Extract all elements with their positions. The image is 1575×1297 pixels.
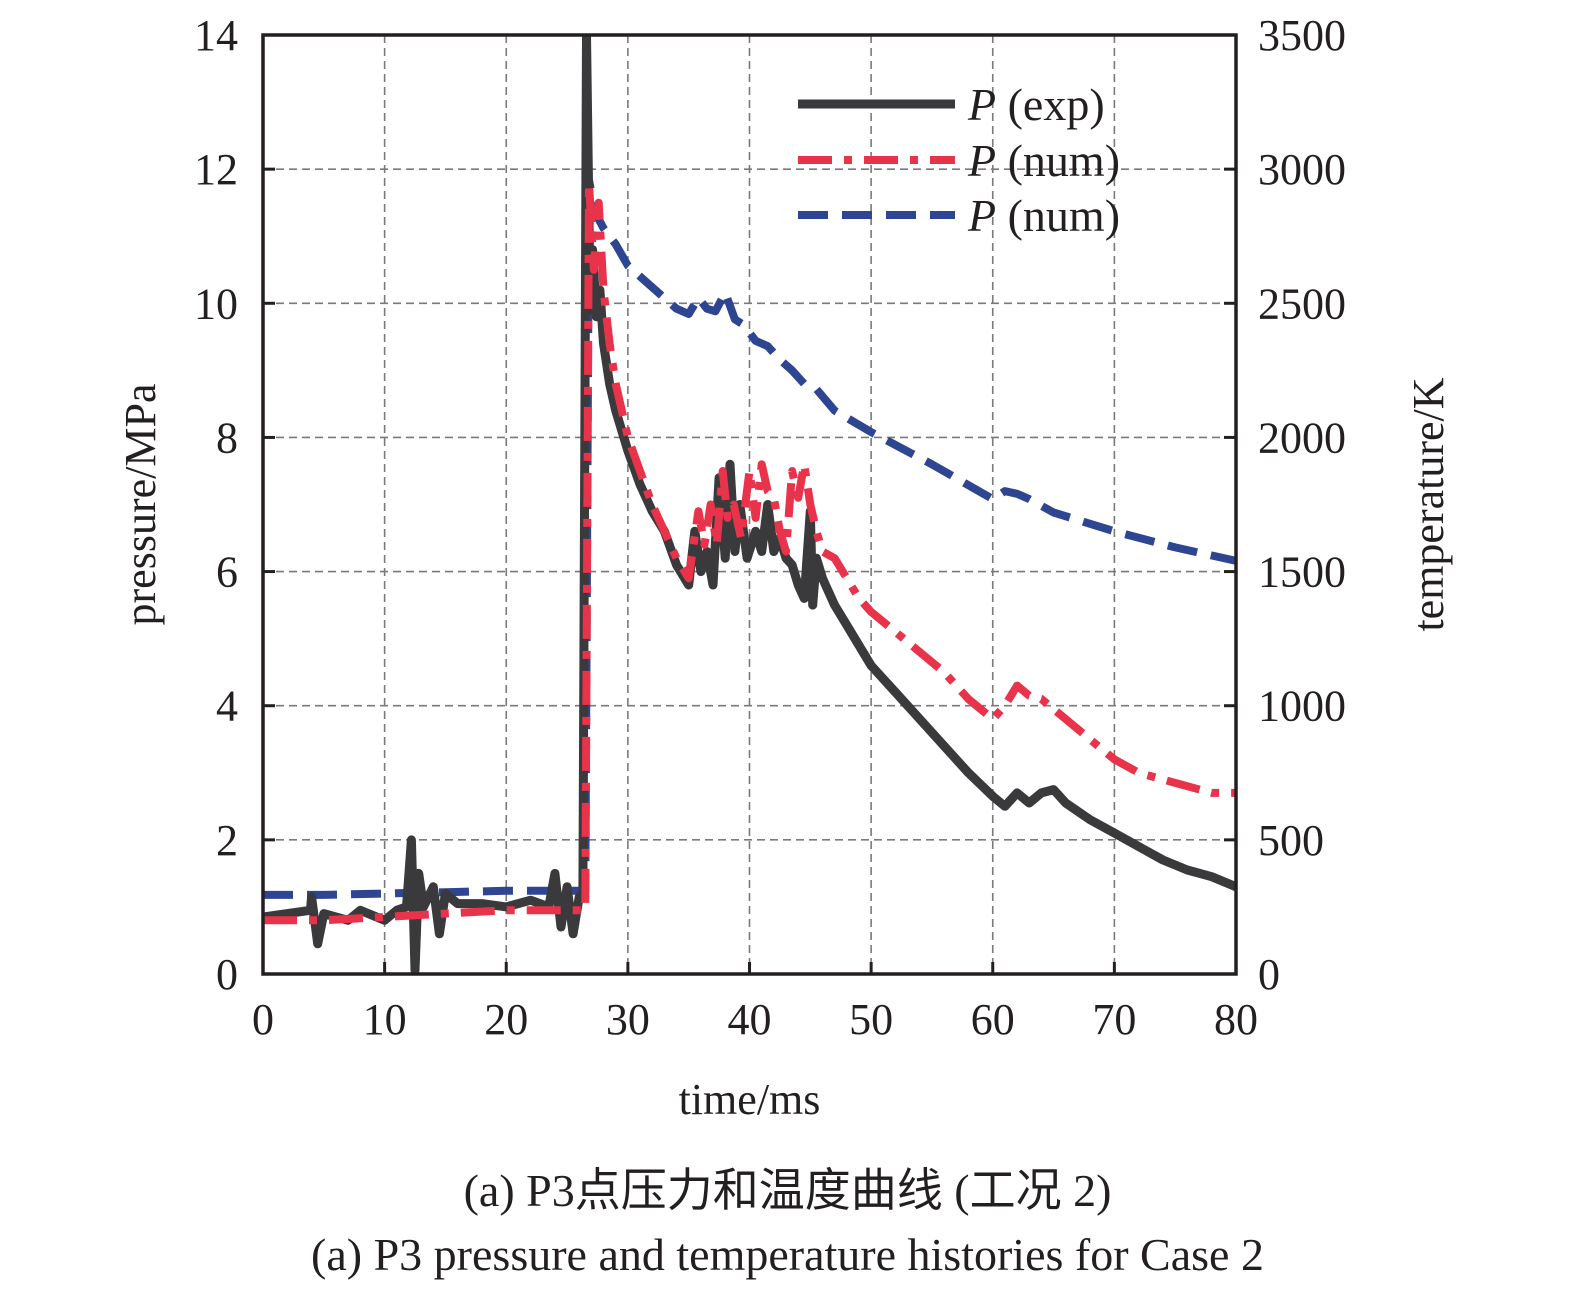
x-tick-label: 50 bbox=[849, 995, 893, 1044]
figure-caption-chinese: (a) P3点压力和温度曲线 (工况 2) bbox=[463, 1165, 1112, 1216]
x-tick-label: 20 bbox=[484, 995, 528, 1044]
y-tick-label: 12 bbox=[194, 145, 238, 194]
y2-tick-label: 0 bbox=[1258, 950, 1280, 999]
x-tick-label: 10 bbox=[363, 995, 407, 1044]
grid bbox=[263, 35, 1236, 974]
tick-labels: 0 10 20 30 40 50 60 70 8002468101214050010001500… bbox=[194, 11, 1346, 1044]
y2-axis-title: temperature/K bbox=[1404, 377, 1453, 631]
y-tick-label: 4 bbox=[216, 682, 238, 731]
x-tick-label: 80 bbox=[1214, 995, 1258, 1044]
x-tick-label: 70 bbox=[1092, 995, 1136, 1044]
y-axis-title: pressure/MPa bbox=[116, 384, 165, 626]
x-axis-title: time/ms bbox=[679, 1075, 821, 1124]
series-line-1 bbox=[263, 178, 1236, 925]
x-tick-label: 60 bbox=[971, 995, 1015, 1044]
y-tick-label: 8 bbox=[216, 413, 238, 462]
legend-label-2: P (num) bbox=[967, 190, 1120, 241]
y2-tick-label: 3000 bbox=[1258, 145, 1346, 194]
legend: P (exp)P (num)P (num) bbox=[798, 79, 1120, 241]
y2-tick-label: 500 bbox=[1258, 816, 1324, 865]
series-line-0 bbox=[263, 35, 1236, 974]
y-tick-label: 14 bbox=[194, 11, 238, 60]
y2-tick-label: 2500 bbox=[1258, 279, 1346, 328]
y2-tick-label: 1000 bbox=[1258, 682, 1346, 731]
legend-label-0: P (exp) bbox=[967, 79, 1105, 130]
y2-tick-label: 3500 bbox=[1258, 11, 1346, 60]
y-tick-label: 10 bbox=[194, 279, 238, 328]
y2-tick-label: 2000 bbox=[1258, 413, 1346, 462]
series-layer bbox=[263, 35, 1236, 974]
ticks bbox=[261, 33, 1238, 976]
y-tick-label: 0 bbox=[216, 950, 238, 999]
legend-label-1: P (num) bbox=[967, 135, 1120, 186]
x-tick-label: 0 bbox=[252, 995, 274, 1044]
figure-caption-english: (a) P3 pressure and temperature historie… bbox=[311, 1229, 1264, 1280]
x-tick-label: 30 bbox=[606, 995, 650, 1044]
y2-tick-label: 1500 bbox=[1258, 548, 1346, 597]
chart: 0 10 20 30 40 50 60 70 8002468101214050010001500… bbox=[116, 11, 1453, 1124]
x-tick-label: 40 bbox=[728, 995, 772, 1044]
y-tick-label: 2 bbox=[216, 816, 238, 865]
y-tick-label: 6 bbox=[216, 548, 238, 597]
